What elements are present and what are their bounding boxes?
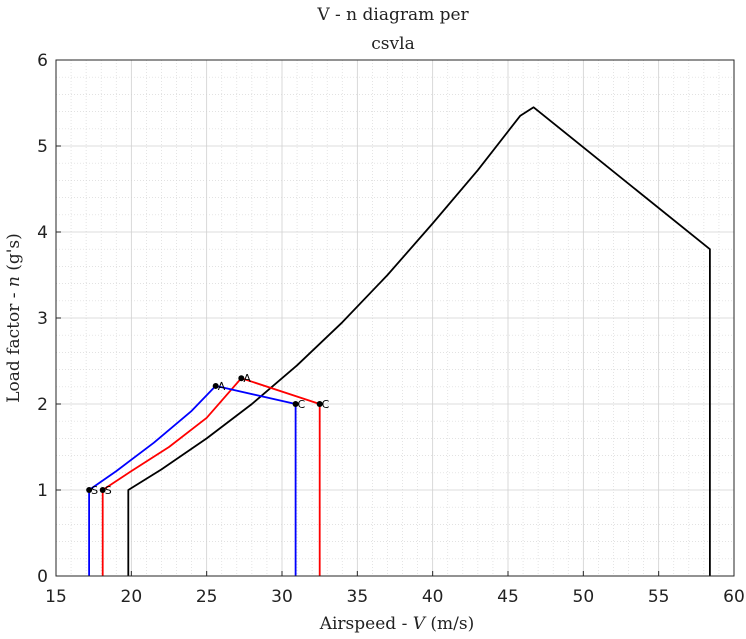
x-axis-label-unit: (m/s) bbox=[425, 614, 474, 634]
y-tick-label: 2 bbox=[37, 395, 48, 415]
x-axis-label-text: Airspeed - bbox=[319, 614, 413, 634]
x-axis-label: Airspeed - V (m/s) bbox=[319, 614, 475, 634]
y-tick-label: 3 bbox=[37, 309, 48, 329]
chart-title-line-1: V - n diagram per bbox=[316, 5, 469, 25]
point-label-s: S bbox=[91, 484, 98, 497]
point-marker-c bbox=[316, 401, 323, 407]
point-label-s: S bbox=[105, 484, 112, 497]
marker-layer: S S A A C C bbox=[86, 372, 330, 497]
x-tick-label: 55 bbox=[648, 587, 670, 607]
y-tick-label: 6 bbox=[37, 51, 48, 71]
point-marker-c bbox=[292, 401, 299, 407]
chart-title-line-2: csvla bbox=[371, 34, 414, 54]
x-tick-label: 40 bbox=[422, 587, 444, 607]
y-tick-label: 4 bbox=[37, 223, 48, 243]
y-axis-label: Load factor - n (g's) bbox=[4, 233, 24, 403]
point-marker-a bbox=[238, 375, 245, 382]
point-marker-s bbox=[86, 487, 93, 493]
series-line-2 bbox=[88, 384, 297, 576]
x-tick-label: 50 bbox=[573, 587, 595, 607]
series-line-0 bbox=[127, 106, 711, 576]
y-axis-label-text: Load factor - bbox=[4, 287, 24, 403]
x-tick-label: 30 bbox=[271, 587, 293, 607]
major-grid bbox=[55, 59, 735, 577]
x-axis-label-variable: V bbox=[413, 614, 427, 634]
point-marker-a bbox=[212, 382, 219, 389]
point-label-a: A bbox=[218, 380, 226, 393]
x-tick-label: 45 bbox=[497, 587, 519, 607]
y-tick-label: 1 bbox=[37, 481, 48, 501]
point-label-c: C bbox=[298, 398, 306, 411]
point-marker-s bbox=[99, 487, 106, 493]
x-tick-label: 20 bbox=[121, 587, 143, 607]
y-axis-label-unit: (g's) bbox=[4, 233, 24, 276]
x-axis-ticks: 15 20 25 30 35 40 45 50 55 60 bbox=[45, 571, 745, 607]
point-label-c: C bbox=[322, 398, 330, 411]
y-tick-label: 0 bbox=[37, 567, 48, 587]
series-layer bbox=[88, 106, 711, 576]
y-axis-ticks: 0 1 2 3 4 5 6 bbox=[37, 51, 61, 587]
series-line-1 bbox=[101, 377, 321, 576]
x-tick-label: 60 bbox=[723, 587, 745, 607]
x-tick-label: 35 bbox=[347, 587, 369, 607]
y-tick-label: 5 bbox=[37, 137, 48, 157]
x-tick-label: 25 bbox=[196, 587, 218, 607]
y-axis-label-variable: n bbox=[4, 276, 24, 287]
point-label-a: A bbox=[243, 372, 251, 385]
x-tick-label: 15 bbox=[45, 587, 67, 607]
